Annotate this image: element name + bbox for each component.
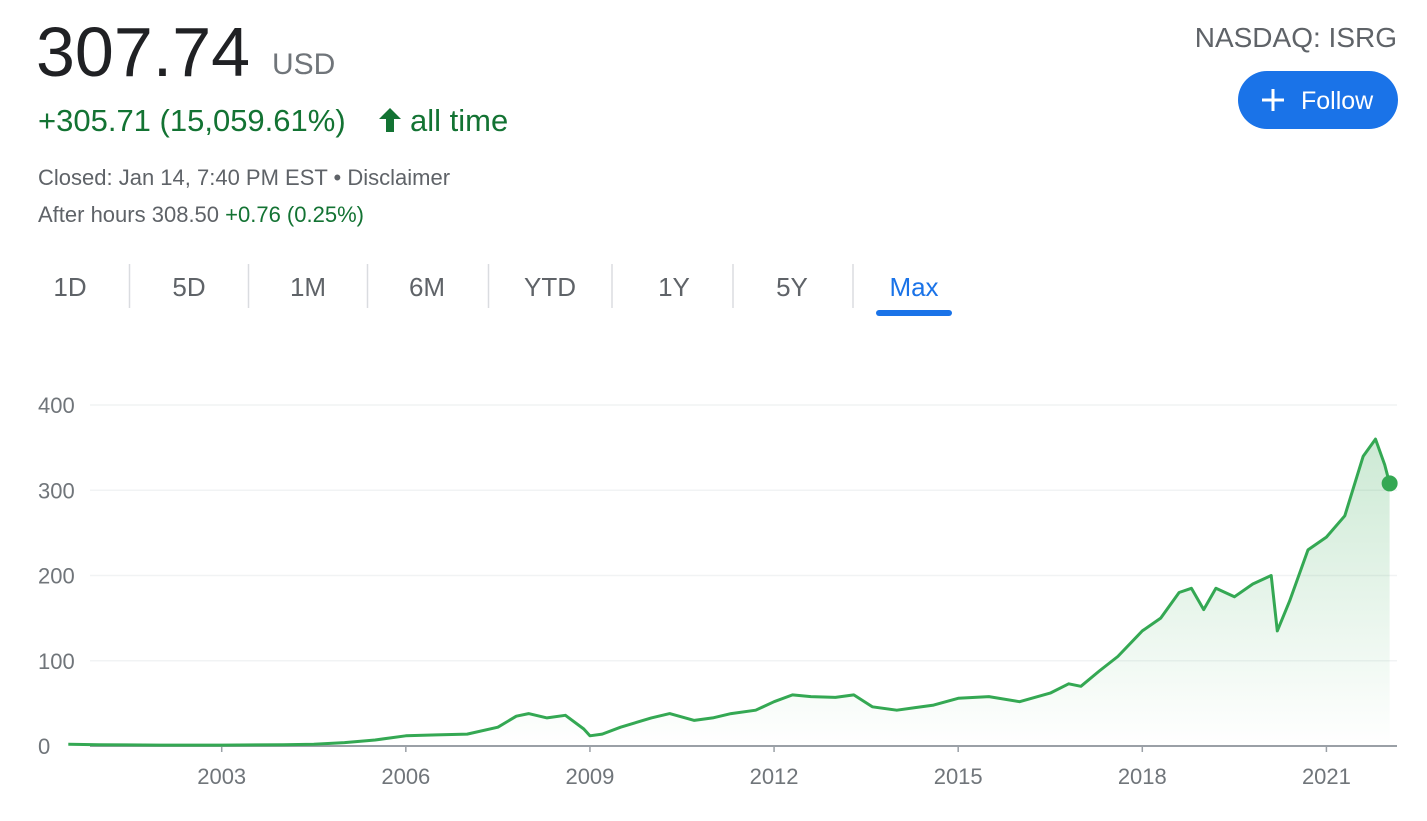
after-hours: After hours 308.50 +0.76 (0.25%) [38, 202, 364, 227]
range-tab[interactable]: 1M [290, 272, 326, 302]
period: all time [410, 103, 508, 138]
up-arrow [379, 108, 401, 132]
range-tab[interactable]: 1D [53, 272, 86, 302]
follow-button[interactable]: Follow [1238, 71, 1398, 129]
range-tab[interactable]: 5Y [776, 272, 808, 302]
plus-icon [1262, 89, 1284, 111]
follow-button-bg[interactable] [1238, 71, 1398, 129]
after-hours-label: After hours [38, 202, 146, 227]
range-tab[interactable]: 5D [172, 272, 205, 302]
range-tabs: 1D 5D 1M 6M YTD 1Y 5Y Max [53, 264, 952, 316]
change: +305.71 (15,059.61%) [38, 103, 346, 138]
y-tick-label: 100 [38, 649, 75, 674]
range-tab[interactable]: 1Y [658, 272, 690, 302]
price-line [68, 437, 1392, 747]
range-tab[interactable]: YTD [524, 272, 576, 302]
ticker: NASDAQ: ISRG [1195, 22, 1397, 53]
y-tick-label: 300 [38, 478, 75, 503]
range-tab[interactable]: Max [889, 272, 938, 302]
y-tick-label: 400 [38, 393, 75, 418]
range-tab[interactable]: 6M [409, 272, 445, 302]
price: 307.74 [36, 13, 250, 91]
after-hours-price: 308.50 [152, 202, 219, 227]
tab-underline [876, 310, 952, 316]
last-point [1381, 475, 1398, 492]
x-tick-label: 2018 [1118, 764, 1167, 789]
status: Closed: Jan 14, 7:40 PM EST • Disclaimer [38, 165, 450, 190]
x-tick-label: 2021 [1302, 764, 1351, 789]
y-tick-label: 200 [38, 564, 75, 589]
y-tick-label: 0 [38, 734, 50, 759]
chart: 0 100 200 300 400 2003 2006 2009 2012 2015 2018 202… [38, 393, 1398, 789]
x-tick-label: 2012 [750, 764, 799, 789]
x-tick-label: 2003 [197, 764, 246, 789]
currency: USD [272, 48, 335, 81]
area-fill [68, 439, 1390, 746]
x-tick-label: 2006 [381, 764, 430, 789]
x-tick-label: 2015 [934, 764, 983, 789]
follow-label[interactable]: Follow [1301, 87, 1374, 115]
after-hours-change: +0.76 (0.25%) [225, 202, 364, 227]
x-tick-label: 2009 [565, 764, 614, 789]
